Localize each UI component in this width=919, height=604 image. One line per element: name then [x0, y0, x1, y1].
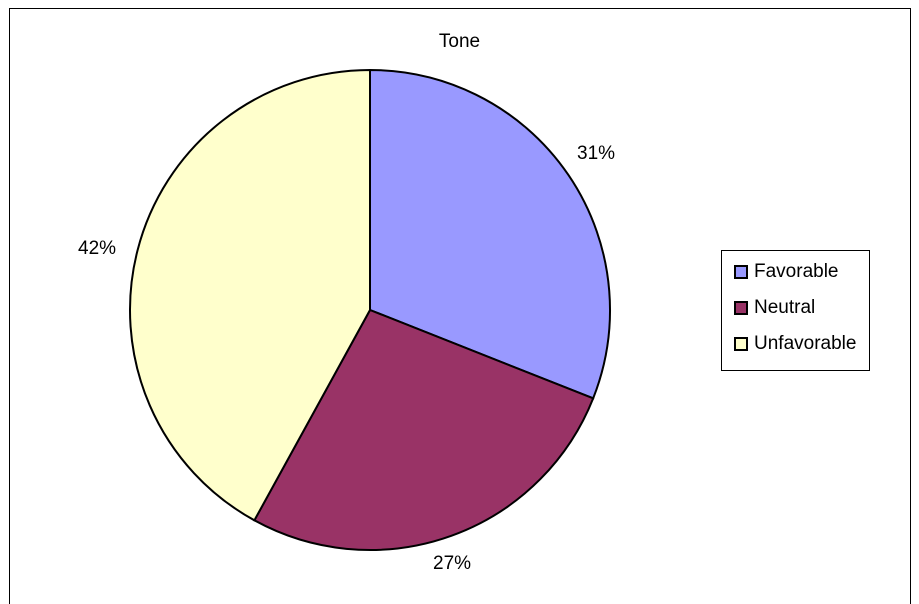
- legend: Favorable Neutral Unfavorable: [721, 250, 870, 371]
- data-label-neutral: 27%: [433, 553, 472, 574]
- pie-slice-neutral: [253, 308, 595, 551]
- pie-slice-favorable: [369, 68, 611, 400]
- chart-frame: [9, 8, 911, 604]
- legend-label-neutral: Neutral: [754, 297, 816, 318]
- legend-label-unfavorable: Unfavorable: [754, 333, 857, 354]
- data-label-favorable: 31%: [577, 143, 616, 164]
- legend-label-favorable: Favorable: [754, 261, 839, 282]
- legend-item-unfavorable: Unfavorable: [734, 332, 856, 356]
- legend-item-neutral: Neutral: [734, 296, 815, 320]
- pie-slice-unfavorable: [129, 68, 371, 522]
- data-label-unfavorable: 42%: [78, 238, 117, 259]
- chart-title: Tone: [438, 31, 481, 52]
- legend-swatch-neutral: [734, 301, 748, 315]
- legend-swatch-favorable: [734, 265, 748, 279]
- legend-item-favorable: Favorable: [734, 260, 839, 284]
- legend-swatch-unfavorable: [734, 337, 748, 351]
